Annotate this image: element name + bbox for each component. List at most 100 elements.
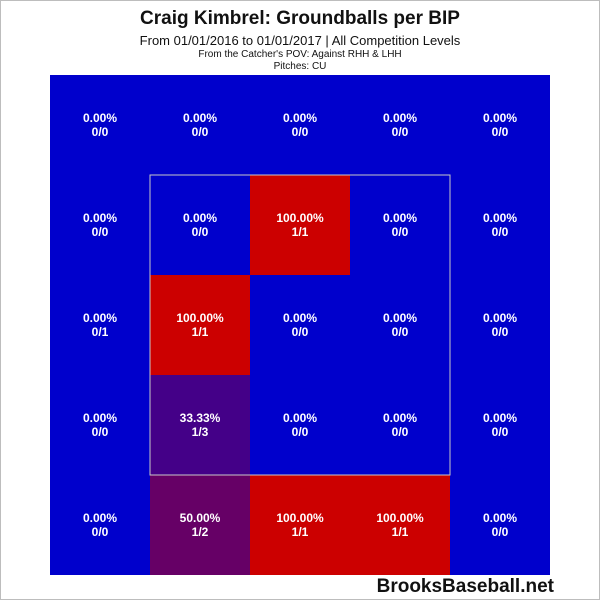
cell-percent-label: 0.00%	[483, 311, 517, 325]
heatmap-cell-r2-c2: 0.00%0/0	[250, 275, 350, 375]
heatmap-cell-fill	[150, 75, 250, 175]
heatmap-cell-r2-c0: 0.00%0/1	[50, 275, 150, 375]
heatmap-cell-fill	[50, 75, 150, 175]
cell-count-label: 0/0	[92, 225, 109, 239]
cell-percent-label: 0.00%	[483, 211, 517, 225]
cell-count-label: 0/0	[92, 125, 109, 139]
heatmap-cell-fill	[350, 375, 450, 475]
heatmap-cell-fill	[350, 475, 450, 575]
heatmap-cell-fill	[250, 175, 350, 275]
cell-percent-label: 0.00%	[283, 111, 317, 125]
cell-count-label: 0/0	[392, 225, 409, 239]
heatmap-cell-fill	[150, 375, 250, 475]
pov-note: From the Catcher's POV: Against RHH & LH…	[198, 49, 402, 60]
heatmap-cell-r1-c2: 100.00%1/1	[250, 175, 350, 275]
cell-percent-label: 100.00%	[376, 511, 424, 525]
heatmap-cell-r2-c3: 0.00%0/0	[350, 275, 450, 375]
cell-count-label: 1/1	[392, 525, 409, 539]
heatmap-cell-fill	[250, 475, 350, 575]
heatmap-cell-r3-c0: 0.00%0/0	[50, 375, 150, 475]
cell-percent-label: 0.00%	[83, 211, 117, 225]
cell-count-label: 1/1	[292, 225, 309, 239]
heatmap-cell-r4-c0: 0.00%0/0	[50, 475, 150, 575]
heatmap-cell-r1-c1: 0.00%0/0	[150, 175, 250, 275]
cell-percent-label: 0.00%	[383, 211, 417, 225]
heatmap-cell-fill	[350, 75, 450, 175]
cell-percent-label: 100.00%	[176, 311, 224, 325]
heatmap-cell-fill	[50, 475, 150, 575]
cell-percent-label: 0.00%	[283, 311, 317, 325]
cell-percent-label: 0.00%	[183, 211, 217, 225]
heatmap-cell-fill	[450, 375, 550, 475]
brooksbaseball-watermark: BrooksBaseball.net	[376, 576, 554, 597]
cell-count-label: 0/1	[92, 325, 109, 339]
heatmap-cell-r3-c2: 0.00%0/0	[250, 375, 350, 475]
cell-percent-label: 100.00%	[276, 211, 324, 225]
heatmap-cell-r0-c3: 0.00%0/0	[350, 75, 450, 175]
cell-count-label: 0/0	[492, 425, 509, 439]
cell-count-label: 1/1	[292, 525, 309, 539]
cell-percent-label: 0.00%	[483, 111, 517, 125]
cell-count-label: 0/0	[492, 125, 509, 139]
heatmap-cell-r0-c1: 0.00%0/0	[150, 75, 250, 175]
heatmap-cell-r2-c4: 0.00%0/0	[450, 275, 550, 375]
cell-count-label: 0/0	[392, 325, 409, 339]
heatmap-cell-r1-c3: 0.00%0/0	[350, 175, 450, 275]
cell-count-label: 0/0	[492, 225, 509, 239]
cell-count-label: 0/0	[292, 425, 309, 439]
heatmap-cell-r0-c4: 0.00%0/0	[450, 75, 550, 175]
cell-percent-label: 100.00%	[276, 511, 324, 525]
heatmap-cell-fill	[250, 275, 350, 375]
strike-zone-outline	[149, 174, 451, 476]
cell-count-label: 1/3	[192, 425, 209, 439]
cell-count-label: 0/0	[392, 125, 409, 139]
heatmap-cell-r3-c4: 0.00%0/0	[450, 375, 550, 475]
cell-count-label: 0/0	[292, 325, 309, 339]
chart-title: Craig Kimbrel: Groundballs per BIP	[140, 8, 460, 29]
heatmap-cell-fill	[250, 375, 350, 475]
heatmap-cell-r4-c4: 0.00%0/0	[450, 475, 550, 575]
heatmap-cell-r4-c1: 50.00%1/2	[150, 475, 250, 575]
heatmap-cell-fill	[450, 475, 550, 575]
cell-percent-label: 0.00%	[83, 111, 117, 125]
cell-percent-label: 0.00%	[383, 311, 417, 325]
heatmap-cell-fill	[150, 175, 250, 275]
heatmap-cell-fill	[450, 275, 550, 375]
cell-count-label: 0/0	[92, 525, 109, 539]
heatmap-cell-fill	[50, 275, 150, 375]
heatmap-cell-r3-c3: 0.00%0/0	[350, 375, 450, 475]
heatmap-cell-r0-c2: 0.00%0/0	[250, 75, 350, 175]
heatmap-cell-fill	[450, 175, 550, 275]
cell-percent-label: 33.33%	[180, 411, 221, 425]
heatmap-cell-r1-c4: 0.00%0/0	[450, 175, 550, 275]
cell-percent-label: 0.00%	[183, 111, 217, 125]
heatmap-cell-r1-c0: 0.00%0/0	[50, 175, 150, 275]
cell-percent-label: 0.00%	[283, 411, 317, 425]
cell-percent-label: 0.00%	[383, 411, 417, 425]
cell-count-label: 0/0	[92, 425, 109, 439]
heatmap-cell-r4-c3: 100.00%1/1	[350, 475, 450, 575]
cell-percent-label: 0.00%	[483, 511, 517, 525]
heatmap-cell-fill	[450, 75, 550, 175]
heatmap-cell-fill	[150, 275, 250, 375]
cell-count-label: 0/0	[392, 425, 409, 439]
heatmap-cell-fill	[350, 275, 450, 375]
cell-count-label: 0/0	[492, 525, 509, 539]
heatmap-cell-r0-c0: 0.00%0/0	[50, 75, 150, 175]
heatmap-cell-r3-c1: 33.33%1/3	[150, 375, 250, 475]
cell-count-label: 1/1	[192, 325, 209, 339]
cell-percent-label: 50.00%	[180, 511, 221, 525]
cell-count-label: 0/0	[492, 325, 509, 339]
heatmap-cell-r4-c2: 100.00%1/1	[250, 475, 350, 575]
heatmap-cell-fill	[350, 175, 450, 275]
heatmap-cell-fill	[50, 175, 150, 275]
chart-subtitle: From 01/01/2016 to 01/01/2017 | All Comp…	[139, 33, 461, 48]
cell-percent-label: 0.00%	[83, 311, 117, 325]
cell-count-label: 0/0	[192, 125, 209, 139]
pitches-note: Pitches: CU	[273, 61, 327, 72]
heatmap-cell-fill	[50, 375, 150, 475]
heatmap-cell-r2-c1: 100.00%1/1	[150, 275, 250, 375]
cell-percent-label: 0.00%	[83, 511, 117, 525]
cell-count-label: 0/0	[192, 225, 209, 239]
